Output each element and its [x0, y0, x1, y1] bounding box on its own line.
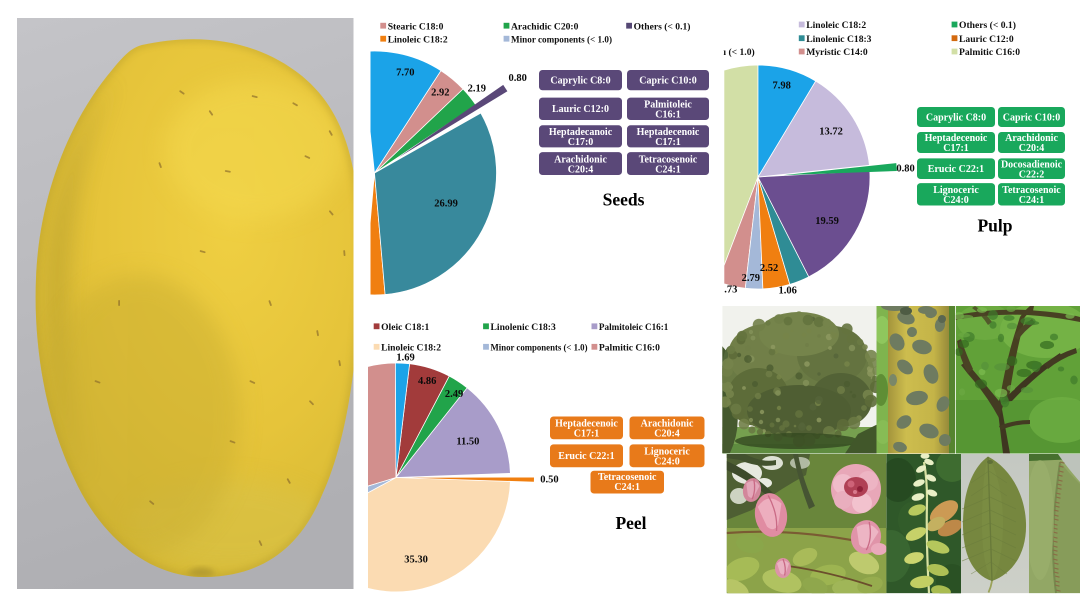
svg-text:Minor components (< 1.0): Minor components (< 1.0)	[511, 34, 612, 45]
svg-text:0.80: 0.80	[896, 164, 914, 175]
svg-text:C16:1: C16:1	[655, 110, 681, 121]
svg-text:Palmitoleic: Palmitoleic	[644, 100, 692, 111]
svg-text:C24:0: C24:0	[943, 195, 969, 206]
svg-text:Others (< 0.1): Others (< 0.1)	[634, 21, 691, 32]
svg-text:Myristic C14:0: Myristic C14:0	[806, 47, 868, 58]
svg-text:Arachidonic: Arachidonic	[641, 419, 694, 430]
svg-text:Heptadecanoic: Heptadecanoic	[549, 127, 613, 138]
svg-text:C17:1: C17:1	[943, 143, 969, 154]
svg-text:Linolenic C18:3: Linolenic C18:3	[806, 34, 871, 45]
svg-text:Lauric C12:0: Lauric C12:0	[552, 104, 609, 115]
svg-text:Peel: Peel	[615, 513, 646, 533]
svg-text:4.86: 4.86	[418, 376, 436, 387]
svg-text:C24:1: C24:1	[655, 164, 681, 175]
svg-text:Arachidonic: Arachidonic	[1005, 133, 1058, 144]
svg-text:Pulp: Pulp	[977, 216, 1012, 236]
svg-text:7.98: 7.98	[773, 80, 791, 91]
svg-text:Tetracosenoic: Tetracosenoic	[598, 472, 657, 483]
svg-text:Arachidic C20:0: Arachidic C20:0	[511, 21, 579, 32]
svg-text:Caprylic C8:0: Caprylic C8:0	[550, 76, 610, 87]
svg-text:Docosadienoic: Docosadienoic	[1001, 159, 1063, 170]
svg-text:Caprylic C8:0: Caprylic C8:0	[926, 112, 986, 123]
svg-text:.73: .73	[724, 285, 737, 296]
svg-text:C24:1: C24:1	[614, 482, 640, 493]
svg-text:Linoleic C18:2: Linoleic C18:2	[388, 34, 448, 45]
svg-text:1.06: 1.06	[779, 286, 797, 297]
svg-text:Others (< 0.1): Others (< 0.1)	[959, 20, 1016, 31]
svg-text:C20:4: C20:4	[654, 429, 680, 440]
svg-text:Minor components (< 1.0): Minor components (< 1.0)	[491, 343, 588, 354]
svg-text:Tetracosenoic: Tetracosenoic	[639, 154, 698, 165]
svg-text:C22:2: C22:2	[1019, 169, 1045, 180]
svg-text:C17:0: C17:0	[568, 137, 594, 148]
svg-text:C17:1: C17:1	[655, 137, 681, 148]
svg-text:Heptadecenoic: Heptadecenoic	[925, 133, 988, 144]
svg-text:C24:1: C24:1	[1019, 195, 1045, 206]
svg-text:C24:0: C24:0	[654, 457, 680, 468]
svg-text:C17:1: C17:1	[574, 429, 600, 440]
svg-text:Erucic C22:1: Erucic C22:1	[558, 451, 614, 462]
svg-text:19.59: 19.59	[815, 216, 839, 227]
svg-text:Tetracosenoic: Tetracosenoic	[1002, 185, 1061, 196]
svg-text:35.30: 35.30	[404, 554, 428, 565]
svg-text:11.50: 11.50	[456, 437, 479, 448]
svg-text:2.19: 2.19	[468, 84, 486, 95]
svg-text:Arachidonic: Arachidonic	[554, 154, 607, 165]
svg-text:26.99: 26.99	[434, 199, 458, 210]
svg-text:2.92: 2.92	[431, 87, 449, 98]
svg-text:Lauric C12:0: Lauric C12:0	[959, 34, 1014, 45]
svg-text:Capric C10:0: Capric C10:0	[1003, 112, 1061, 123]
svg-text:C20:4: C20:4	[568, 164, 594, 175]
svg-text:Linolenic C18:3: Linolenic C18:3	[491, 322, 556, 333]
svg-text:Erucic C22:1: Erucic C22:1	[928, 164, 984, 175]
svg-text:ı (< 1.0): ı (< 1.0)	[723, 47, 754, 58]
svg-text:Seeds: Seeds	[603, 190, 645, 210]
svg-text:Palmitoleic C16:1: Palmitoleic C16:1	[599, 322, 669, 333]
svg-text:7.70: 7.70	[396, 67, 414, 78]
svg-text:Palmitic C16:0: Palmitic C16:0	[599, 343, 660, 354]
svg-text:2.52: 2.52	[760, 263, 778, 274]
svg-text:13.72: 13.72	[819, 127, 843, 138]
svg-text:Capric C10:0: Capric C10:0	[639, 76, 697, 87]
svg-text:0.80: 0.80	[509, 73, 527, 84]
svg-text:Lignoceric: Lignoceric	[644, 447, 690, 458]
svg-text:Oleic C18:1: Oleic C18:1	[381, 322, 429, 333]
svg-text:Linoleic C18:2: Linoleic C18:2	[806, 20, 866, 31]
svg-text:Heptadecenoic: Heptadecenoic	[555, 419, 618, 430]
svg-text:1.69: 1.69	[396, 352, 414, 363]
svg-text:2.79: 2.79	[742, 273, 760, 284]
svg-text:Linoleic C18:2: Linoleic C18:2	[381, 343, 441, 354]
svg-text:Lignoceric: Lignoceric	[933, 185, 979, 196]
svg-text:0.50: 0.50	[540, 474, 558, 485]
svg-text:2.49: 2.49	[445, 389, 463, 400]
svg-text:Stearic C18:0: Stearic C18:0	[388, 21, 444, 32]
svg-text:C20:4: C20:4	[1019, 143, 1045, 154]
svg-text:Heptadecenoic: Heptadecenoic	[637, 127, 700, 138]
svg-text:Palmitic C16:0: Palmitic C16:0	[959, 47, 1020, 58]
